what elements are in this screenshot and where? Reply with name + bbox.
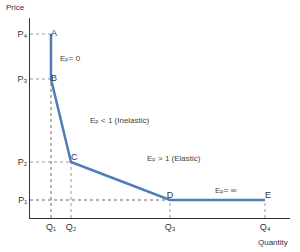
svg-text:Q₂: Q₂: [66, 222, 77, 232]
svg-text:Eₚ > 1 (Elastic): Eₚ > 1 (Elastic): [147, 154, 201, 163]
svg-text:D: D: [167, 190, 174, 200]
svg-text:P₃: P₃: [18, 74, 28, 84]
svg-text:P₁: P₁: [18, 195, 27, 205]
svg-text:A: A: [51, 28, 57, 38]
svg-text:Q₃: Q₃: [165, 222, 176, 232]
svg-text:Q₄: Q₄: [260, 222, 271, 232]
svg-text:Price: Price: [6, 3, 25, 12]
svg-text:Quantity: Quantity: [258, 238, 288, 247]
svg-text:B: B: [51, 73, 57, 83]
svg-text:C: C: [71, 152, 78, 162]
svg-text:Q₁: Q₁: [46, 222, 56, 232]
svg-text:Eₚ < 1 (Inelastic): Eₚ < 1 (Inelastic): [90, 116, 150, 125]
svg-text:P₂: P₂: [18, 157, 28, 167]
svg-text:Eₚ= 0: Eₚ= 0: [60, 54, 81, 63]
svg-text:E: E: [265, 190, 271, 200]
svg-text:P₄: P₄: [18, 29, 28, 39]
svg-text:Eₚ= ∞: Eₚ= ∞: [215, 186, 237, 195]
